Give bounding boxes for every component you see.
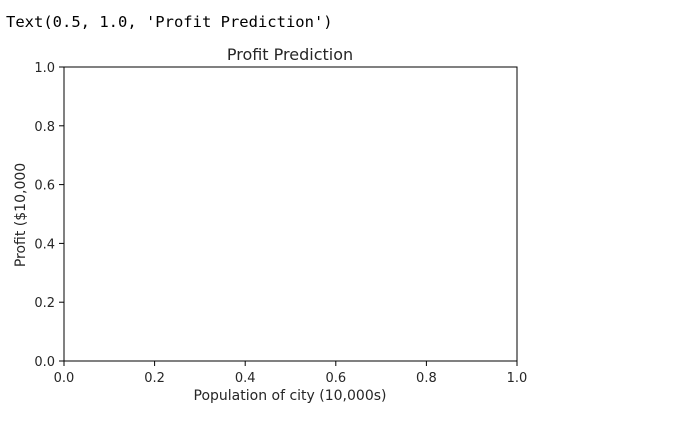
x-tick-label: 0.2 (144, 371, 165, 386)
plot-area (63, 66, 518, 362)
x-axis-label: Population of city (10,000s) (194, 388, 387, 404)
y-tick-label: 0.0 (34, 355, 55, 370)
y-axis-label: Profit ($10,000 (13, 163, 29, 267)
y-tick-label: 0.4 (34, 237, 55, 252)
y-axis-ticks: 0.0 0.2 0.4 0.6 0.8 1.0 (34, 61, 64, 370)
x-tick-label: 0.0 (54, 371, 75, 386)
y-tick-label: 1.0 (34, 61, 55, 76)
y-tick-label: 0.2 (34, 296, 55, 311)
x-axis-ticks: 0.0 0.2 0.4 0.6 0.8 1.0 (54, 361, 528, 386)
x-tick-label: 0.6 (325, 371, 346, 386)
x-tick-label: 0.8 (416, 371, 437, 386)
x-tick-label: 1.0 (507, 371, 528, 386)
chart-title: Profit Prediction (227, 45, 353, 64)
x-tick-label: 0.4 (235, 371, 256, 386)
y-tick-label: 0.6 (34, 179, 55, 194)
output-repr-text: Text(0.5, 1.0, 'Profit Prediction') (6, 13, 333, 31)
y-tick-label: 0.8 (34, 120, 55, 135)
